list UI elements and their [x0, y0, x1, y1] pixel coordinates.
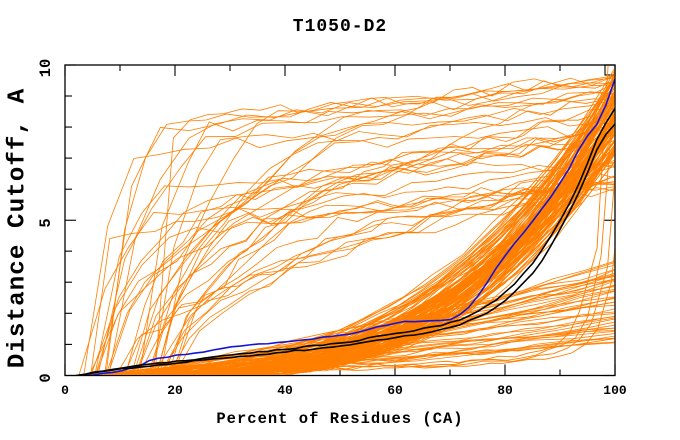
svg-text:20: 20 [167, 383, 183, 398]
svg-text:40: 40 [277, 383, 293, 398]
svg-text:80: 80 [497, 383, 513, 398]
svg-text:60: 60 [387, 383, 403, 398]
svg-text:0: 0 [61, 383, 69, 398]
svg-text:0: 0 [37, 373, 55, 382]
svg-text:10: 10 [37, 59, 55, 78]
svg-text:5: 5 [37, 218, 55, 227]
svg-text:100: 100 [603, 383, 627, 398]
